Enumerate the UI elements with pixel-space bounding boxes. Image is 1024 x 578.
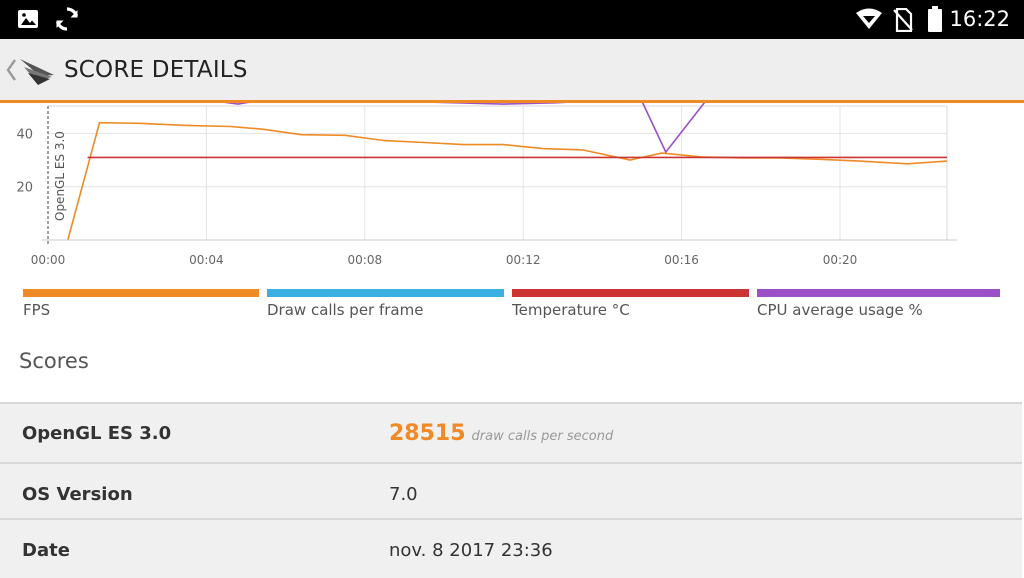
score-value: 28515 draw calls per second [389, 421, 613, 446]
score-row-date: Date nov. 8 2017 23:36 [0, 518, 1022, 578]
x-tick-label: 00:20 [823, 253, 858, 267]
score-value: 7.0 [389, 484, 418, 505]
sync-icon [53, 5, 81, 37]
legend-label: FPS [23, 301, 51, 319]
score-label: Date [22, 540, 70, 561]
app-bar: SCORE DETAILS [0, 39, 1024, 101]
app-bar-accent-line [0, 100, 1024, 103]
score-row-os-version: OS Version 7.0 [0, 462, 1022, 520]
legend-label: Draw calls per frame [267, 301, 424, 319]
y-tick-label: 40 [16, 127, 33, 142]
score-label: OpenGL ES 3.0 [22, 423, 172, 444]
x-tick-label: 00:00 [31, 253, 66, 267]
image-icon [16, 7, 40, 35]
series-line-cpu-average-usage [224, 103, 706, 154]
score-unit: draw calls per second [471, 429, 614, 444]
series-line-fps [67, 121, 947, 241]
y-tick-label: 20 [16, 181, 33, 196]
chart-legend: FPS Draw calls per frame Temperature °C … [0, 289, 1024, 329]
no-sim-icon [893, 7, 913, 36]
legend-item-fps: FPS [23, 289, 259, 329]
battery-icon [928, 6, 942, 36]
legend-item-temperature: Temperature °C [512, 289, 749, 329]
x-tick-label: 00:16 [664, 253, 699, 267]
score-number: 28515 [389, 421, 466, 446]
score-label: OS Version [22, 484, 133, 505]
legend-label: Temperature °C [512, 301, 630, 319]
chart-svg: 20 40 00:00 00:04 00:08 00:12 00:16 00:20 OpenG… [16, 103, 957, 267]
legend-swatch [23, 289, 259, 297]
scores-heading: Scores [19, 349, 89, 373]
performance-chart: 20 40 00:00 00:04 00:08 00:12 00:16 00:20 OpenG… [0, 103, 1024, 275]
scores-table: OpenGL ES 3.0 28515 draw calls per second… [0, 400, 1024, 578]
legend-swatch [267, 289, 504, 297]
legend-swatch [757, 289, 1000, 297]
legend-swatch [512, 289, 749, 297]
legend-item-draw-calls: Draw calls per frame [267, 289, 504, 329]
wifi-icon [855, 8, 883, 34]
status-bar: 16:22 [0, 0, 1024, 39]
score-row-opengl: OpenGL ES 3.0 28515 draw calls per second [0, 402, 1022, 464]
3dmark-logo-icon[interactable] [18, 51, 58, 91]
x-tick-label: 00:04 [189, 253, 224, 267]
back-chevron-icon[interactable] [4, 57, 18, 87]
x-tick-label: 00:08 [348, 253, 383, 267]
legend-label: CPU average usage % [757, 301, 923, 319]
score-value: nov. 8 2017 23:36 [389, 540, 553, 561]
page-title: SCORE DETAILS [64, 57, 248, 83]
legend-item-cpu-usage: CPU average usage % [757, 289, 1000, 329]
x-tick-label: 00:12 [506, 253, 541, 267]
chart-annotation: OpenGL ES 3.0 [53, 131, 67, 221]
status-time: 16:22 [949, 7, 1010, 31]
